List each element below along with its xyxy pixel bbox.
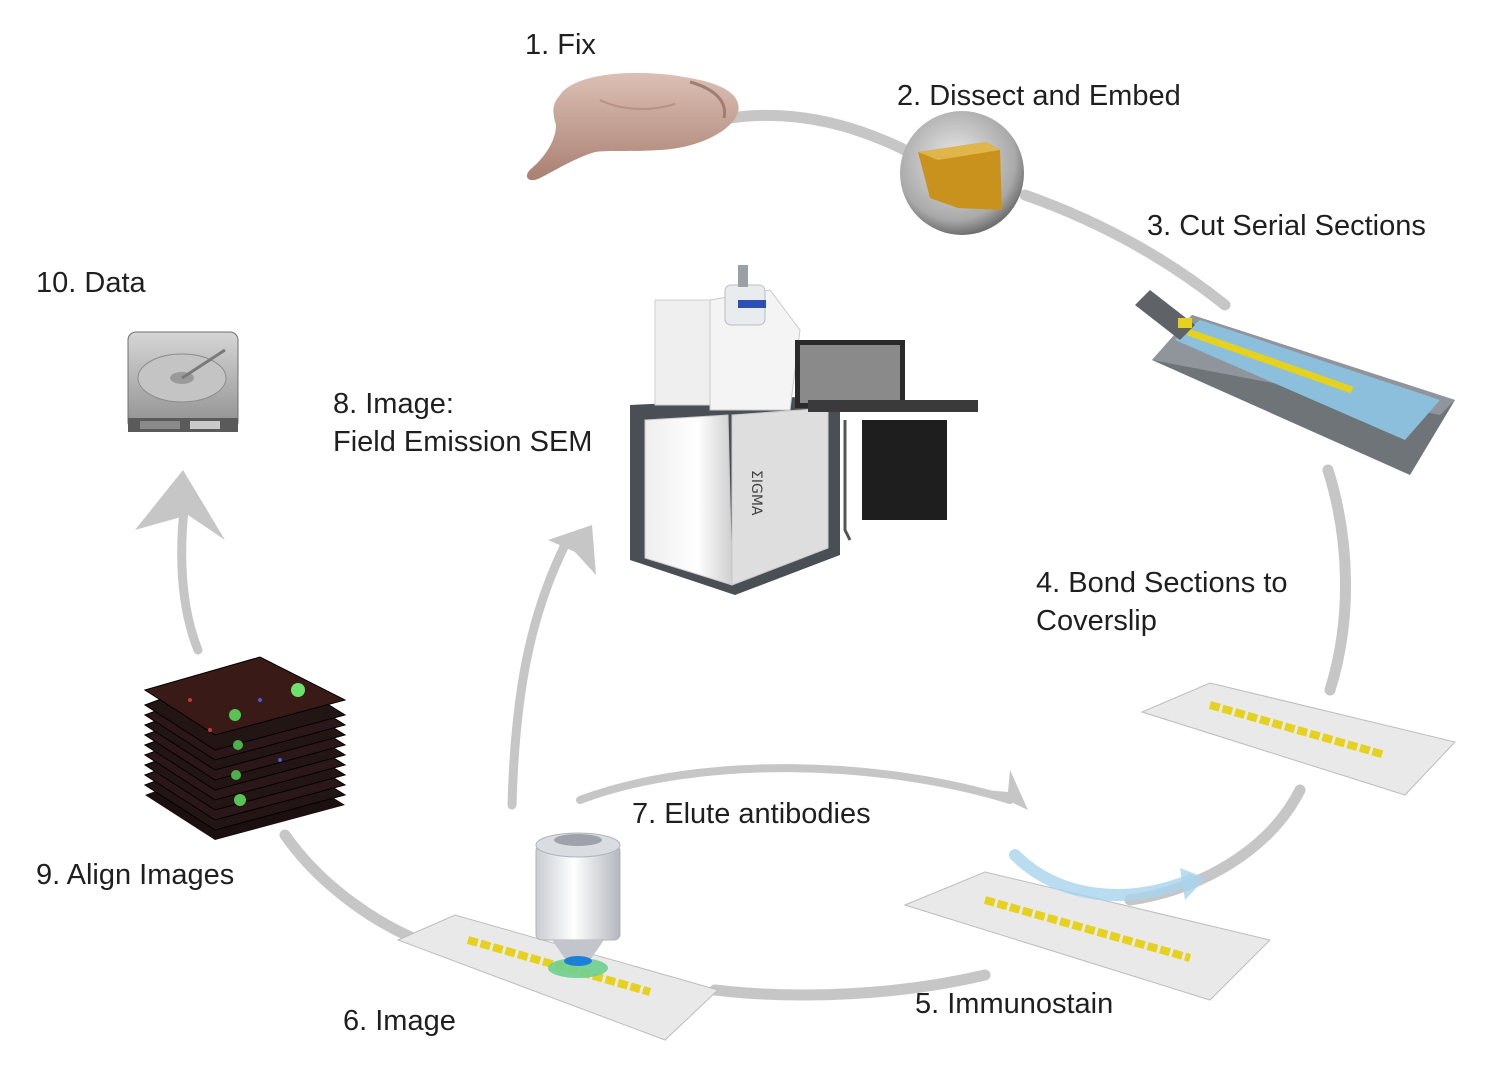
step-label-data: 10. Data <box>36 264 146 302</box>
arrow-align-to-data-head <box>135 470 225 540</box>
arrow-image-to-sem <box>507 540 570 810</box>
step-label-line: 8. Image: <box>333 388 454 420</box>
image-stack-icon <box>143 656 347 840</box>
step-label-immunostain: 5. Immunostain <box>915 985 1113 1023</box>
coverslip-icon <box>1140 682 1456 796</box>
step-label-line: 1. Fix <box>525 29 596 61</box>
sem-microscope-icon: ΣIGMA <box>630 265 978 595</box>
arrow-elute <box>576 764 1014 804</box>
embedded-block-icon <box>900 111 1024 235</box>
step-label-line: 9. Align Images <box>36 859 235 891</box>
step-label-line: 10. Data <box>36 267 146 299</box>
objective-lens-icon <box>396 832 719 1041</box>
arrow-image-to-sem-head <box>548 525 596 575</box>
hard-drive-icon <box>127 331 239 432</box>
step-label-sem: 8. Image: Field Emission SEM <box>333 385 592 461</box>
step-label-dissect: 2. Dissect and Embed <box>897 77 1181 115</box>
cycle-arrow-coverslip-to-stain <box>1124 784 1306 906</box>
step-label-fix: 1. Fix <box>525 26 596 64</box>
cycle-arrow-brain-to-block <box>724 109 911 156</box>
immunostain-coverslip-icon <box>903 849 1271 1001</box>
cycle-arrow-stain-to-image <box>709 969 991 1001</box>
step-label-elute: 7. Elute antibodies <box>632 795 871 833</box>
cycle-arrow-trough-to-coverslip <box>1322 464 1351 696</box>
step-label-cut: 3. Cut Serial Sections <box>1147 207 1426 245</box>
cycle-arrow-block-to-trough <box>1019 189 1231 311</box>
step-label-line: 7. Elute antibodies <box>632 798 871 830</box>
step-label-line: 6. Image <box>343 1005 456 1037</box>
step-label-line: 4. Bond Sections to <box>1036 567 1288 599</box>
step-label-line: Coverslip <box>1036 605 1157 637</box>
diamond-knife-trough-icon <box>1135 290 1455 475</box>
step-label-bond: 4. Bond Sections to Coverslip <box>1036 564 1288 640</box>
stain-flow-arrow <box>1009 849 1196 901</box>
step-label-line: 3. Cut Serial Sections <box>1147 210 1426 242</box>
step-label-line: 5. Immunostain <box>915 988 1114 1020</box>
brain-icon <box>526 72 739 181</box>
svg-text:ΣIGMA: ΣIGMA <box>748 470 764 516</box>
arrow-elute-head <box>985 770 1028 810</box>
step-label-align: 9. Align Images <box>36 856 234 894</box>
arrow-align-to-data <box>177 495 203 655</box>
step-label-line: Field Emission SEM <box>333 426 593 458</box>
step-label-line: 2. Dissect and Embed <box>897 80 1181 112</box>
step-label-image: 6. Image <box>343 1002 456 1040</box>
